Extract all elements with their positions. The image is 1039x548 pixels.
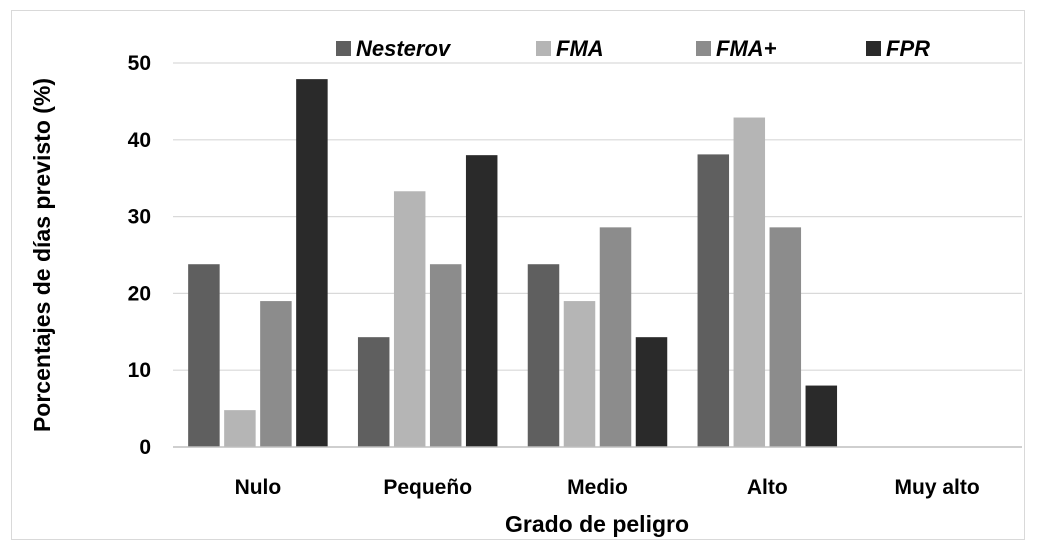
x-axis-title: Grado de peligro [505, 511, 689, 537]
y-tick-label: 0 [139, 436, 151, 459]
y-tick-label: 20 [128, 282, 151, 305]
bar-fma-0 [224, 410, 256, 447]
legend-swatch [336, 41, 351, 56]
bar-nesterov-2 [527, 264, 560, 447]
legend-swatch [696, 41, 711, 56]
legend-label: FMA+ [716, 36, 777, 61]
bars [188, 79, 838, 448]
bar-fma-3 [733, 117, 766, 447]
bar-nesterov-1 [357, 337, 390, 447]
y-axis-ticks: 0 10 20 30 40 50 [128, 52, 151, 459]
bar-fma-plus-2 [599, 227, 632, 447]
bar-fma-1 [393, 191, 426, 447]
y-tick-label: 50 [128, 52, 151, 75]
bar-fpr-0 [296, 79, 328, 448]
legend-swatch [866, 41, 881, 56]
legend-swatch [536, 41, 551, 56]
legend-label: FPR [886, 36, 930, 61]
x-tick-label: Nulo [235, 476, 282, 499]
y-tick-label: 40 [128, 129, 151, 152]
bar-fma-plus-1 [429, 264, 462, 447]
x-tick-label: Muy alto [895, 476, 980, 499]
x-tick-label: Pequeño [383, 476, 472, 499]
y-axis-title: Porcentajes de días previsto (%) [29, 78, 55, 432]
legend-label: Nesterov [356, 36, 452, 61]
bar-fpr-3 [805, 385, 838, 447]
x-tick-label: Alto [747, 476, 788, 499]
bar-nesterov-0 [188, 264, 220, 447]
bar-nesterov-3 [697, 154, 730, 447]
bar-fma-2 [563, 301, 596, 447]
legend-label: FMA [556, 36, 604, 61]
bar-fpr-1 [465, 155, 498, 447]
bar-fma-plus-0 [260, 301, 292, 447]
y-tick-label: 30 [128, 206, 151, 229]
bar-fma-plus-3 [769, 227, 802, 447]
x-tick-label: Medio [567, 476, 628, 499]
legend: Nesterov FMA FMA+ FPR [336, 36, 930, 61]
x-axis-ticks: Nulo Pequeño Medio Alto Muy alto [235, 476, 980, 499]
y-tick-label: 10 [128, 359, 151, 382]
chart-frame [11, 10, 1025, 540]
bar-fpr-2 [635, 337, 668, 447]
